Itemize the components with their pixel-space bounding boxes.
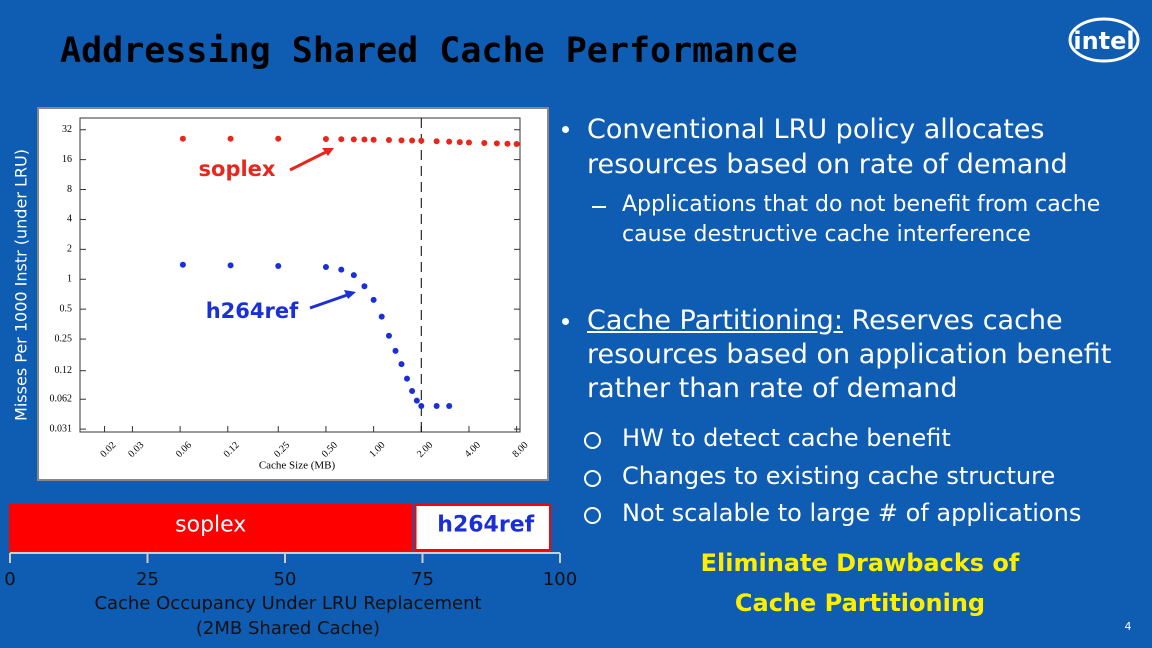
data-point (361, 136, 368, 143)
data-point (446, 402, 453, 409)
data-point (385, 137, 392, 144)
arrow (309, 292, 351, 310)
data-point (465, 139, 472, 146)
data-point (338, 266, 345, 273)
data-point (350, 136, 357, 143)
data-point (404, 375, 411, 382)
bullet-text: Reserves cache resources based on applic… (587, 305, 1112, 404)
data-point (409, 137, 416, 144)
bullet: Conventional LRU policy allocates resour… (587, 114, 1068, 180)
page-number: 4 (1125, 620, 1132, 633)
data-point (481, 140, 488, 147)
data-point (418, 137, 425, 144)
data-point (378, 313, 385, 320)
series-label: soplex (199, 157, 276, 181)
x-tick-label: 75 (411, 569, 434, 590)
occupancy-plot: soplex h264ref 0 25 50 75 100 Cache Occupancy U… (4, 504, 577, 639)
arrow (289, 148, 331, 172)
chart-panel (37, 107, 549, 481)
sub-marker (592, 206, 606, 208)
data-point (338, 136, 345, 143)
data-point (409, 388, 416, 395)
x-tick-label: 0 (4, 569, 15, 590)
y-tick-label: 32 (62, 124, 72, 135)
data-point (418, 402, 425, 409)
callout: Eliminate Drawbacks of (701, 549, 1020, 577)
data-point (227, 262, 234, 269)
bullet: Cache Partitioning: Reserves cache resou… (587, 304, 1137, 406)
data-point (446, 138, 453, 145)
data-point (361, 283, 368, 290)
segment-label: h264ref (437, 513, 534, 538)
item-marker (584, 470, 601, 487)
x-tick-label: 100 (543, 569, 577, 590)
sub-bullet: Applications that do not benefit from ca… (622, 192, 1101, 247)
bullet-marker (562, 318, 569, 325)
data-point (413, 397, 420, 404)
data-point (370, 136, 377, 143)
y-tick-label: 2 (67, 244, 72, 255)
y-tick-label: 1 (67, 274, 72, 285)
data-point (504, 140, 511, 147)
bullet-marker (562, 126, 569, 133)
y-tick-label: 4 (67, 214, 72, 225)
y-tick-label: 0.5 (60, 303, 73, 314)
data-point (433, 138, 440, 145)
data-point (385, 332, 392, 339)
data-point (456, 139, 463, 146)
series-label: h264ref (206, 299, 299, 323)
y-tick-label: 16 (62, 154, 72, 165)
y-tick-label: 0.031 (50, 423, 73, 434)
item: HW to detect cache benefit (622, 424, 951, 452)
data-point (179, 135, 186, 142)
logo: intel (1073, 27, 1134, 55)
y-tick-label: 0.062 (50, 394, 73, 405)
data-point (493, 140, 500, 147)
data-point (370, 296, 377, 303)
bar-segment (414, 504, 551, 551)
data-point (275, 135, 282, 142)
data-point (322, 136, 329, 143)
item-marker (584, 507, 601, 524)
logo-ring (1068, 17, 1140, 63)
bullet-lead: Cache Partitioning: (587, 305, 843, 336)
x-axis-label: Cache Size (MB) (259, 460, 336, 472)
arrowhead (344, 290, 356, 299)
y-tick-label: 0.12 (55, 365, 73, 376)
x-tick-label: 50 (274, 569, 297, 590)
data-point (350, 272, 357, 279)
y-tick-label: 0.25 (55, 333, 73, 344)
data-point (398, 137, 405, 144)
segment-label: soplex (175, 513, 246, 538)
data-point (322, 263, 329, 270)
data-point (275, 262, 282, 269)
y-tick-label: 8 (67, 184, 72, 195)
data-point (179, 261, 186, 268)
item: Changes to existing cache structure (622, 462, 1056, 490)
item-marker (584, 432, 601, 449)
data-point (513, 140, 520, 147)
x-axis-label: Cache Occupancy Under LRU Replacement (94, 593, 481, 614)
plot-frame (79, 117, 521, 433)
data-point (227, 135, 234, 142)
data-point (398, 361, 405, 368)
x-tick-label: 25 (136, 569, 159, 590)
callout: Cache Partitioning (735, 589, 985, 617)
bar-segment (9, 504, 413, 551)
data-point (433, 402, 440, 409)
slide-title: Addressing Shared Cache Performance (60, 31, 798, 71)
arrowhead (322, 148, 334, 156)
item: Not scalable to large # of applications (622, 499, 1082, 527)
y-axis-label: Misses Per 1000 Instr (under LRU) (12, 149, 31, 421)
data-point (392, 347, 399, 354)
x-axis-label: (2MB Shared Cache) (196, 618, 380, 639)
